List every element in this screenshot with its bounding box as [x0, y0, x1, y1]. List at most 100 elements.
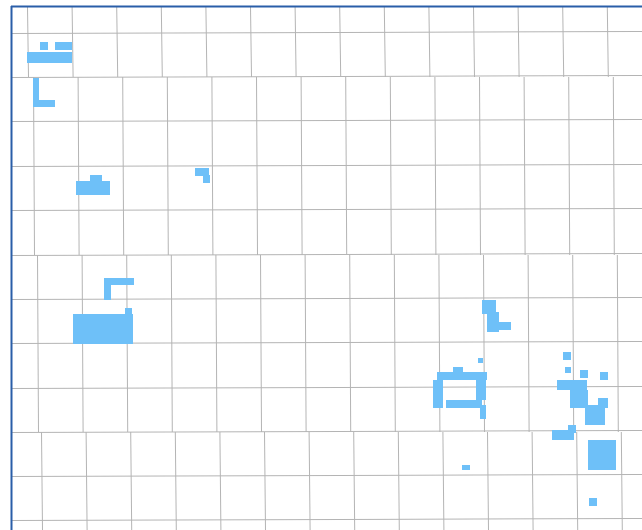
grid-line	[11, 474, 642, 477]
grid-line	[434, 76, 437, 256]
grid-line	[308, 431, 311, 530]
coverage-cell	[585, 405, 605, 425]
grid-line	[616, 254, 619, 433]
grid-line	[294, 6, 297, 78]
coverage-cell	[453, 367, 463, 375]
coverage-cell	[33, 78, 39, 106]
grid-line	[211, 76, 214, 256]
coverage-cell	[595, 465, 615, 470]
coverage-cell	[552, 430, 574, 440]
grid-line	[304, 254, 307, 433]
coverage-cell	[565, 367, 571, 373]
grid-line	[576, 431, 579, 530]
grid-line	[260, 254, 262, 433]
grid-line	[383, 6, 386, 78]
grid-line	[37, 254, 39, 433]
grid-line	[77, 76, 80, 256]
grid-line	[11, 208, 642, 211]
coverage-cell	[446, 400, 482, 408]
grid-line	[397, 431, 400, 530]
coverage-cell	[600, 372, 608, 380]
grid-line	[256, 76, 258, 256]
coverage-cell	[437, 372, 487, 380]
coverage-cell	[462, 465, 470, 470]
grid-line	[41, 431, 43, 530]
grid-line	[130, 431, 133, 530]
coverage-cell	[580, 370, 588, 378]
grid-line	[264, 431, 266, 530]
grid-line	[620, 431, 623, 530]
grid	[11, 6, 642, 530]
grid-line	[174, 431, 177, 530]
coverage-areas	[27, 42, 616, 506]
coverage-cell	[487, 312, 499, 332]
coverage-cell	[482, 300, 496, 314]
coverage-cell	[589, 498, 597, 506]
grid-line	[345, 76, 348, 256]
grid-line	[527, 254, 530, 433]
grid-line	[568, 76, 571, 256]
grid-line	[483, 254, 485, 433]
coverage-cell	[480, 405, 486, 419]
grid-line	[349, 254, 352, 433]
coverage-cell	[433, 380, 443, 408]
coverage-cell	[40, 42, 48, 50]
coverage-cell	[497, 322, 511, 330]
grid-line	[487, 431, 489, 530]
grid-line	[11, 164, 642, 167]
coverage-cell	[125, 308, 132, 344]
grid-line	[11, 297, 642, 300]
coverage-cell	[570, 390, 588, 408]
grid-line	[606, 6, 609, 78]
grid-line	[531, 431, 534, 530]
grid-line	[442, 431, 445, 530]
grid-line	[250, 6, 252, 78]
grid-line	[562, 6, 565, 78]
grid-line	[71, 6, 74, 78]
grid-line	[393, 254, 396, 433]
grid-line	[122, 76, 125, 256]
grid-line	[523, 76, 526, 256]
coverage-cell	[55, 42, 72, 50]
grid-line	[116, 6, 119, 78]
grid-line	[205, 6, 208, 78]
coverage-cell	[73, 314, 133, 344]
grid-line	[11, 119, 642, 122]
coverage-cell	[563, 352, 571, 360]
grid-line	[389, 76, 392, 256]
grid-line	[215, 254, 218, 433]
coverage-cell	[27, 52, 72, 63]
coverage-cell	[104, 278, 134, 285]
coverage-cell	[195, 168, 209, 176]
coverage-cell	[203, 175, 210, 183]
grid-line	[11, 386, 642, 389]
coverage-cell	[90, 175, 102, 181]
grid-line	[300, 76, 303, 256]
grid-line	[166, 76, 169, 256]
coverage-cell	[598, 398, 608, 408]
coverage-cell	[33, 100, 55, 107]
grid-line	[11, 75, 642, 78]
grid-line	[11, 430, 642, 433]
coverage-cell	[476, 380, 486, 400]
grid-line	[170, 254, 173, 433]
grid-line	[479, 76, 481, 256]
coverage-cell	[568, 425, 576, 433]
coverage-cell	[76, 181, 110, 195]
grid-line	[85, 431, 88, 530]
grid-line	[27, 6, 29, 78]
grid-line	[612, 76, 615, 256]
grid-line	[517, 6, 520, 78]
grid-line	[353, 431, 356, 530]
grid-line	[11, 253, 642, 256]
grid-line	[428, 6, 431, 78]
grid-line	[473, 6, 475, 78]
grid-line	[160, 6, 163, 78]
coverage-cell	[478, 358, 483, 363]
coverage-cell	[557, 380, 587, 390]
coverage-cell	[104, 278, 111, 300]
grid-line	[339, 6, 342, 78]
grid-line	[219, 431, 222, 530]
